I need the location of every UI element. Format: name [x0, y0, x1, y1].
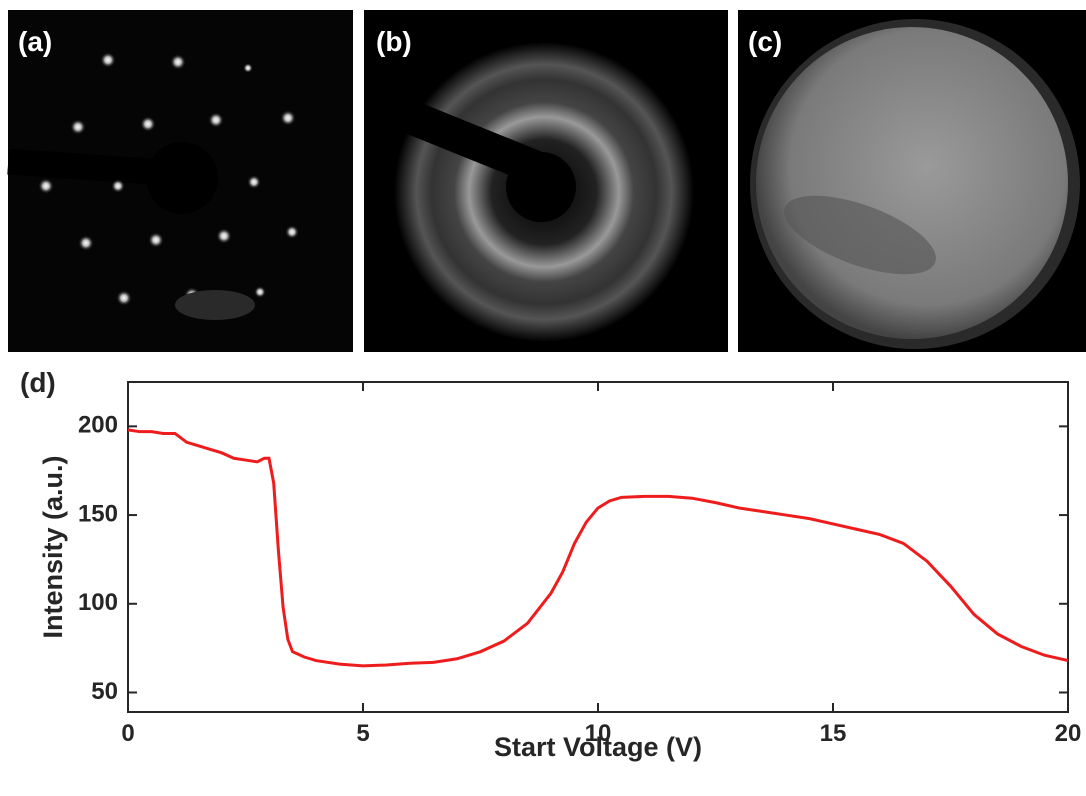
y-tick-label: 150 [78, 500, 118, 527]
y-tick-label: 100 [78, 589, 118, 616]
panel-c: (c) [738, 10, 1086, 352]
y-tick-label: 200 [78, 412, 118, 439]
x-axis-label: Start Voltage (V) [494, 732, 702, 762]
panel-b: (b) [364, 10, 728, 352]
y-tick-label: 50 [91, 678, 118, 705]
plot-frame [127, 381, 1069, 713]
y-axis-label: Intensity (a.u.) [38, 455, 68, 638]
panel-label: (a) [18, 26, 52, 57]
x-tick-label: 0 [121, 720, 134, 747]
x-tick-label: 20 [1055, 720, 1082, 747]
x-tick-label: 5 [356, 720, 369, 747]
panel-a: (a) [7, 10, 353, 352]
x-tick-label: 15 [820, 720, 847, 747]
panel-label: (d) [20, 367, 56, 398]
x-tick-label: 10 [585, 720, 612, 747]
panel-label: (b) [376, 26, 412, 57]
data-line [127, 428, 1069, 668]
panel-label: (c) [748, 26, 782, 57]
